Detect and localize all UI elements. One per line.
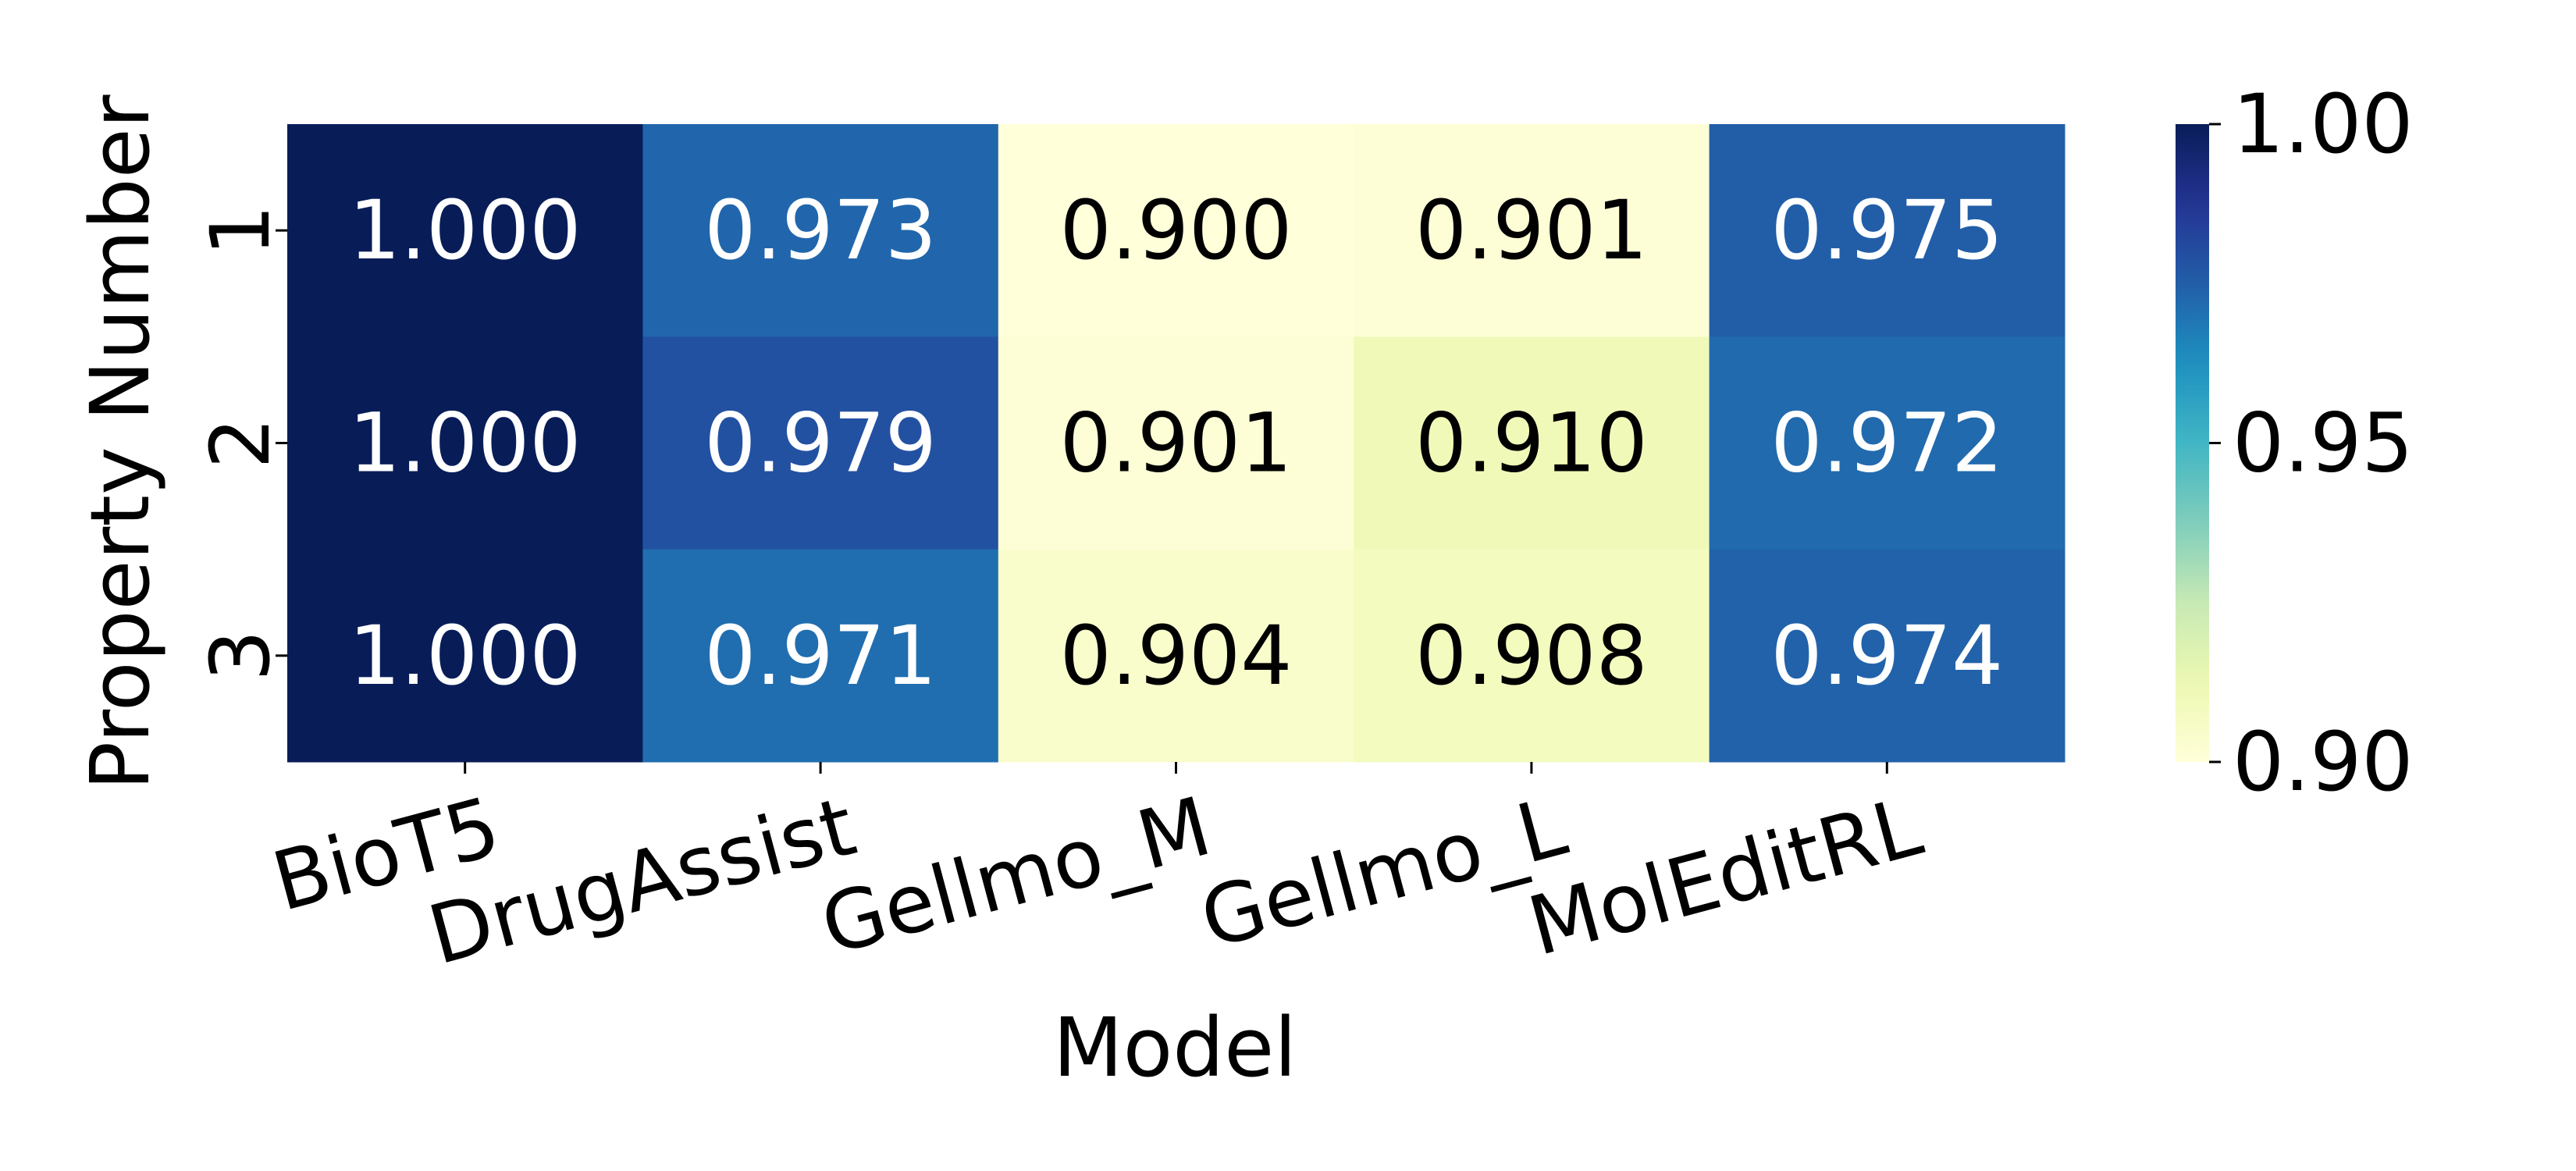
x-axis-label: Model <box>1053 1000 1297 1095</box>
cell-label: 0.973 <box>704 183 937 278</box>
heatmap-cell <box>998 124 1354 337</box>
cell-label: 0.974 <box>1770 608 2003 703</box>
heatmap-cell <box>1354 336 1710 550</box>
y-tick-label: 3 <box>193 630 288 682</box>
colorbar-tick-label: 1.00 <box>2233 77 2414 172</box>
heatmap-cell <box>287 124 643 337</box>
heatmap-cell <box>287 336 643 550</box>
colorbar-tick-label: 0.95 <box>2233 396 2414 491</box>
y-axis-label: Property Number <box>73 94 168 790</box>
cell-label: 0.904 <box>1060 608 1293 703</box>
cell-label: 0.975 <box>1770 183 2003 278</box>
cell-label: 0.972 <box>1770 396 2003 491</box>
heatmap-cell <box>642 336 999 550</box>
cell-label: 0.901 <box>1060 396 1293 491</box>
cell-label: 1.000 <box>349 396 582 491</box>
x-tick-label: Gellmo_L <box>1191 778 1576 966</box>
y-tick-label: 1 <box>193 205 288 256</box>
heatmap-cell <box>1709 124 2065 337</box>
y-tick-label: 2 <box>193 417 288 468</box>
cell-label: 1.000 <box>349 183 582 278</box>
x-tick-label: Gellmo_M <box>812 778 1220 973</box>
heatmap-cell <box>642 549 999 763</box>
cell-label: 1.000 <box>349 608 582 703</box>
heatmap-cell <box>642 124 999 337</box>
cell-label: 0.908 <box>1415 608 1648 703</box>
heatmap-cell <box>998 549 1354 763</box>
colorbar-tick-label: 0.90 <box>2233 714 2414 810</box>
cell-label: 0.910 <box>1415 396 1648 491</box>
heatmap-cell <box>1709 549 2065 763</box>
cell-label: 0.900 <box>1060 183 1293 278</box>
cell-label: 0.979 <box>704 396 937 491</box>
heatmap-cell <box>1709 336 2065 550</box>
heatmap-cell <box>998 336 1354 550</box>
cell-label: 0.901 <box>1415 183 1648 278</box>
colorbar <box>2176 124 2209 762</box>
heatmap-cell <box>287 549 643 763</box>
heatmap-cell <box>1354 549 1710 763</box>
heatmap-cell <box>1354 124 1710 337</box>
x-tick-label: MolEditRL <box>1519 778 1931 974</box>
cell-label: 0.971 <box>704 608 937 703</box>
